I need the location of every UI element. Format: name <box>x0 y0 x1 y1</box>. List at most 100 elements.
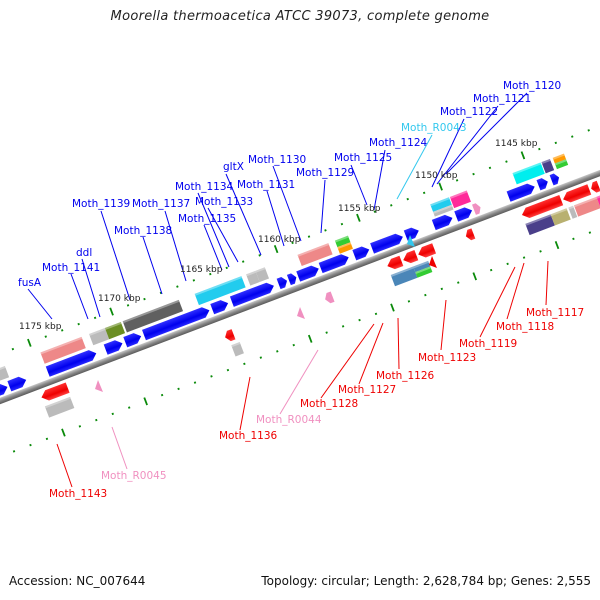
gene-label-moth-1143: Moth_1143 <box>49 488 107 500</box>
scale-label: 1145 kbp <box>495 139 538 149</box>
gene-box <box>550 208 571 226</box>
gene-box <box>541 158 555 174</box>
scale-tick <box>539 250 542 253</box>
page-title: Moorella thermoacetica ATCC 39073, compl… <box>110 9 490 24</box>
gene-label-moth-1139: Moth_1139 <box>72 198 130 210</box>
gene-label-moth-1120: Moth_1120 <box>503 80 561 92</box>
gene-box <box>89 327 110 346</box>
gene-arrow-reverse <box>563 184 592 203</box>
gene-label-moth-1123: Moth_1123 <box>418 352 476 364</box>
genome-summary: Topology: circular; Length: 2,628,784 bp… <box>261 574 591 588</box>
gene-arrow-forward <box>352 246 370 261</box>
scale-tick-major <box>356 213 361 222</box>
gene-box <box>433 204 454 217</box>
gene-box <box>449 190 471 209</box>
gene-arrow-reverse <box>325 291 335 304</box>
gene-label-moth-1121: Moth_1121 <box>473 93 531 105</box>
gene-arrow-forward <box>0 383 8 400</box>
gene-box-highlight <box>337 242 352 250</box>
gene-arrow-forward <box>229 282 274 307</box>
gene-box-highlight <box>552 153 565 160</box>
gene-box-highlight <box>449 190 468 199</box>
scale-tick-major <box>143 397 148 406</box>
scale-tick <box>45 437 49 441</box>
scale-tick <box>424 293 427 297</box>
rna-marker <box>95 380 103 392</box>
gene-label-moth-1133: Moth_1133 <box>195 196 253 208</box>
scale-tick-major <box>390 303 395 312</box>
label-leader-line <box>164 210 187 282</box>
scale-tick <box>60 329 64 332</box>
scale-tick <box>373 210 377 213</box>
label-leader-line <box>142 236 163 295</box>
scale-tick <box>506 262 509 266</box>
label-leader-line <box>197 192 230 268</box>
gene-label-moth-r0045: Moth_R0045 <box>101 470 167 482</box>
gene-label-moth-1129: Moth_1129 <box>296 167 354 179</box>
gene-label-moth-1118: Moth_1118 <box>496 321 554 333</box>
gene-arrow-forward <box>286 273 297 286</box>
gene-arrow-reverse <box>591 180 600 193</box>
label-leader-line <box>239 376 251 431</box>
scale-tick <box>126 304 130 307</box>
label-leader-line <box>27 288 53 320</box>
scale-tick <box>522 256 526 259</box>
gene-arrow-reverse <box>41 382 70 401</box>
scale-tick <box>374 312 378 316</box>
scale-tick <box>111 412 114 416</box>
gene-box-highlight <box>415 266 431 274</box>
scale-tick <box>358 318 361 322</box>
gene-box <box>413 260 431 273</box>
scale-tick <box>176 285 179 288</box>
gene-box <box>297 243 333 267</box>
scale-label: 1160 kbp <box>258 235 301 245</box>
gene-box <box>122 299 184 333</box>
gene-arrow-forward <box>103 340 123 355</box>
gene-label-moth-1127: Moth_1127 <box>338 384 396 396</box>
gene-arrow-forward <box>296 265 319 282</box>
scale-tick <box>472 172 475 176</box>
label-leader-line <box>445 92 528 175</box>
label-leader-line <box>436 105 499 185</box>
gene-arrow-forward <box>403 227 419 241</box>
scale-label: 1170 kbp <box>98 294 141 304</box>
gene-box <box>554 159 569 170</box>
gene-arrow-forward <box>123 333 142 348</box>
gene-arrow-forward <box>549 173 560 186</box>
gene-label-moth-1137: Moth_1137 <box>132 198 190 210</box>
rna-marker <box>407 235 415 247</box>
label-leader-line <box>320 323 375 399</box>
gene-box <box>552 153 567 164</box>
scale-tick <box>93 316 97 320</box>
gene-label-moth-1134: Moth_1134 <box>175 181 234 193</box>
scale-tick <box>241 260 245 263</box>
scale-tick <box>44 335 47 338</box>
scale-tick <box>193 381 197 384</box>
label-leader-line <box>350 164 368 206</box>
gene-label-moth-1136: Moth_1136 <box>219 430 278 442</box>
gene-arrow-forward <box>370 233 403 254</box>
gene-box <box>40 336 86 364</box>
scale-tick <box>457 281 460 284</box>
scale-tick <box>307 235 311 238</box>
gene-label-moth-1122: Moth_1122 <box>440 106 498 118</box>
gene-label-moth-1130: Moth_1130 <box>248 154 306 166</box>
scale-tick <box>95 418 98 422</box>
scale-tick <box>276 350 279 353</box>
scale-tick <box>226 368 230 372</box>
gene-arrow-forward <box>7 376 27 392</box>
scale-tick <box>11 347 15 351</box>
gene-box <box>390 266 418 287</box>
gene-label-moth-1126: Moth_1126 <box>376 370 435 382</box>
gene-arrow-reverse <box>387 255 404 270</box>
scale-label: 1155 kbp <box>338 204 381 214</box>
gene-arrow-forward <box>536 178 548 191</box>
label-leader-line <box>545 260 549 306</box>
label-leader-line <box>396 134 433 200</box>
scale-tick <box>572 237 575 241</box>
scale-tick <box>455 179 459 182</box>
scale-tick <box>325 331 328 334</box>
gene-box-highlight <box>525 214 552 226</box>
label-leader-line <box>266 190 285 247</box>
gene-box <box>246 270 260 286</box>
